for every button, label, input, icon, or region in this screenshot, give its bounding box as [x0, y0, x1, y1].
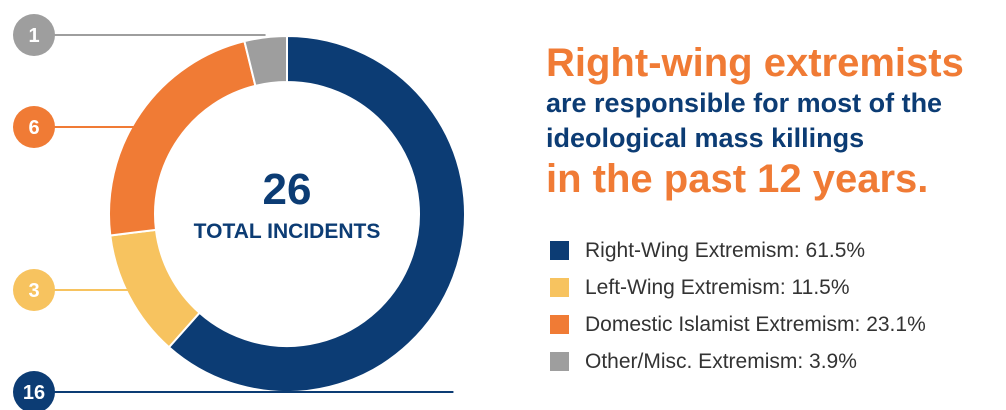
legend-label: Other/Misc. Extremism: 3.9%	[585, 349, 857, 373]
callout-value: 1	[28, 25, 39, 47]
total-incidents-label: TOTAL INCIDENTS	[194, 220, 381, 243]
callout-bubble	[13, 269, 55, 311]
legend-label: Left-Wing Extremism: 11.5%	[585, 275, 850, 299]
callout-value: 6	[28, 117, 39, 139]
legend-swatch	[550, 278, 569, 297]
donut-slice-other-misc-extremism	[243, 34, 288, 88]
legend: Right-Wing Extremism: 61.5% Left-Wing Ex…	[550, 232, 926, 380]
donut-slice-right-wing-extremism	[167, 34, 466, 393]
legend-swatch	[550, 315, 569, 334]
legend-item-right-wing: Right-Wing Extremism: 61.5%	[550, 232, 926, 269]
callout-bubble	[13, 106, 55, 148]
callout-bubble	[13, 14, 55, 56]
total-incidents-value: 26	[263, 165, 312, 214]
legend-label: Right-Wing Extremism: 61.5%	[585, 238, 866, 262]
headline-line-1: Right-wing extremists	[546, 41, 964, 85]
callout-value: 3	[28, 280, 39, 302]
legend-item-other: Other/Misc. Extremism: 3.9%	[550, 343, 926, 380]
callout-bubble	[13, 371, 55, 410]
headline-line-3: ideological mass killings	[546, 123, 865, 153]
legend-swatch	[550, 352, 569, 371]
headline-line-2: are responsible for most of the	[546, 88, 943, 118]
headline: Right-wing extremists are responsible fo…	[546, 40, 1001, 202]
headline-line-4: in the past 12 years.	[546, 157, 929, 201]
callout-value: 16	[23, 382, 45, 404]
legend-item-islamist: Domestic Islamist Extremism: 23.1%	[550, 306, 926, 343]
legend-item-left-wing: Left-Wing Extremism: 11.5%	[550, 269, 926, 306]
legend-label: Domestic Islamist Extremism: 23.1%	[585, 312, 926, 336]
donut-slice-domestic-islamist-extremism	[108, 39, 257, 237]
legend-swatch	[550, 241, 569, 260]
donut-slices	[108, 34, 466, 393]
